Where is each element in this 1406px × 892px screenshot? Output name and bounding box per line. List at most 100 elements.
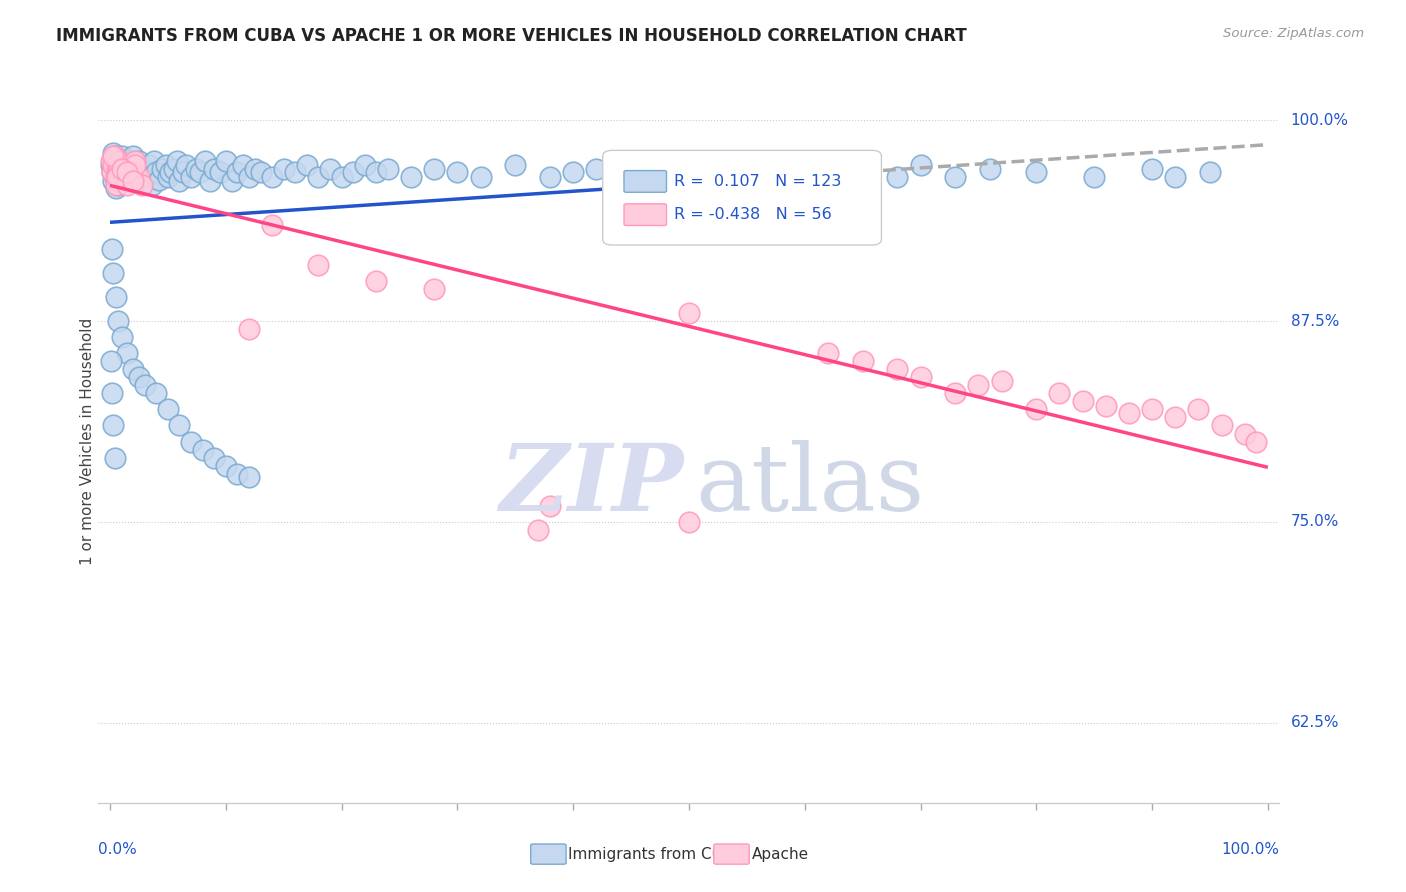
- FancyBboxPatch shape: [624, 170, 666, 193]
- Point: [655, 169, 678, 184]
- Point: [249, 165, 271, 179]
- Point: [295, 158, 318, 172]
- Point: [128, 370, 150, 384]
- Point: [104, 181, 127, 195]
- Point: [180, 169, 202, 184]
- Point: [1246, 434, 1268, 449]
- Point: [238, 470, 260, 484]
- Point: [191, 442, 214, 457]
- Point: [782, 169, 804, 184]
- Point: [817, 346, 839, 360]
- Point: [138, 158, 160, 172]
- FancyBboxPatch shape: [624, 204, 666, 226]
- Point: [124, 158, 146, 172]
- Text: IMMIGRANTS FROM CUBA VS APACHE 1 OR MORE VEHICLES IN HOUSEHOLD CORRELATION CHART: IMMIGRANTS FROM CUBA VS APACHE 1 OR MORE…: [56, 27, 967, 45]
- Point: [100, 153, 122, 168]
- Point: [910, 158, 932, 172]
- FancyBboxPatch shape: [714, 844, 749, 864]
- Point: [366, 274, 388, 288]
- Point: [166, 153, 188, 168]
- Point: [232, 158, 254, 172]
- Point: [1164, 410, 1187, 425]
- Point: [101, 153, 124, 168]
- Point: [202, 450, 225, 465]
- Point: [108, 161, 131, 176]
- Point: [122, 149, 145, 163]
- Text: 100.0%: 100.0%: [1222, 842, 1279, 856]
- Point: [226, 467, 249, 481]
- Point: [538, 169, 561, 184]
- Point: [503, 158, 526, 172]
- Point: [143, 153, 166, 168]
- Point: [1049, 386, 1071, 401]
- Point: [990, 374, 1012, 388]
- Point: [1083, 169, 1105, 184]
- Point: [120, 174, 142, 188]
- Point: [353, 158, 375, 172]
- Point: [184, 161, 207, 176]
- Text: 87.5%: 87.5%: [1291, 314, 1339, 328]
- Point: [1140, 402, 1163, 417]
- Point: [943, 169, 966, 184]
- Text: 100.0%: 100.0%: [1291, 113, 1348, 128]
- Point: [110, 174, 132, 188]
- Point: [125, 165, 148, 179]
- Point: [112, 169, 135, 184]
- Point: [100, 354, 122, 368]
- Point: [678, 515, 700, 529]
- Text: R =  0.107   N = 123: R = 0.107 N = 123: [673, 174, 841, 189]
- Point: [101, 242, 124, 256]
- Text: 0.0%: 0.0%: [98, 842, 138, 856]
- Point: [562, 165, 585, 179]
- Point: [124, 153, 146, 168]
- Point: [136, 165, 159, 179]
- Point: [110, 330, 132, 344]
- Text: Source: ZipAtlas.com: Source: ZipAtlas.com: [1223, 27, 1364, 40]
- Point: [163, 161, 186, 176]
- Point: [128, 153, 150, 168]
- Point: [107, 165, 129, 179]
- Point: [117, 165, 139, 179]
- Y-axis label: 1 or more Vehicles in Household: 1 or more Vehicles in Household: [80, 318, 94, 566]
- Point: [117, 165, 139, 179]
- Point: [470, 169, 492, 184]
- Point: [104, 169, 127, 184]
- Point: [115, 158, 138, 172]
- Point: [273, 161, 295, 176]
- Point: [103, 158, 125, 172]
- Point: [112, 173, 135, 187]
- Point: [817, 165, 839, 179]
- Point: [117, 346, 139, 360]
- Point: [117, 165, 139, 179]
- Point: [105, 169, 128, 184]
- Point: [943, 386, 966, 401]
- Point: [188, 165, 211, 179]
- Point: [101, 165, 124, 179]
- Point: [194, 153, 217, 168]
- Point: [104, 149, 127, 163]
- Point: [104, 158, 127, 172]
- Point: [101, 386, 124, 401]
- Point: [1025, 402, 1047, 417]
- Point: [131, 178, 153, 192]
- Point: [330, 169, 353, 184]
- Point: [145, 165, 167, 179]
- Point: [1199, 165, 1222, 179]
- Point: [117, 161, 139, 176]
- Point: [226, 165, 249, 179]
- Text: R = -0.438   N = 56: R = -0.438 N = 56: [673, 207, 831, 222]
- Point: [215, 458, 238, 473]
- Point: [979, 161, 1001, 176]
- Point: [103, 145, 125, 160]
- Text: Immigrants from Cuba: Immigrants from Cuba: [568, 847, 741, 862]
- Point: [101, 165, 124, 179]
- Point: [122, 161, 145, 176]
- Point: [134, 378, 156, 392]
- Point: [105, 173, 128, 187]
- Point: [108, 155, 131, 169]
- Point: [131, 161, 153, 176]
- Point: [114, 165, 136, 179]
- Point: [1211, 418, 1233, 433]
- Point: [103, 266, 125, 280]
- Point: [122, 362, 145, 376]
